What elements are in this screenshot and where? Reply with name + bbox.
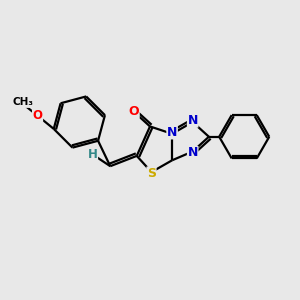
Text: S: S (147, 167, 156, 180)
Text: H: H (88, 148, 98, 161)
Text: N: N (188, 146, 198, 159)
Text: N: N (167, 126, 177, 139)
Text: O: O (32, 109, 43, 122)
Text: O: O (128, 105, 139, 118)
Text: N: N (188, 114, 198, 127)
Text: CH₃: CH₃ (12, 98, 33, 107)
